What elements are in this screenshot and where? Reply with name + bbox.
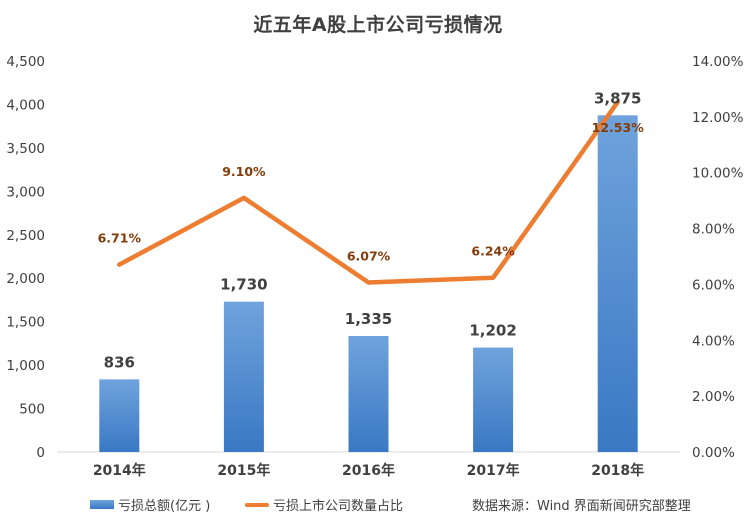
bar-value-label: 1,202	[469, 322, 516, 340]
bar-value-label: 1,730	[220, 276, 267, 294]
y-right-tick-label: 10.00%	[692, 166, 744, 182]
chart-title: 近五年A股上市公司亏损情况	[253, 14, 503, 36]
y-right-tick-label: 8.00%	[692, 222, 735, 238]
line-value-label: 6.07%	[347, 248, 391, 263]
x-tick-label: 2018年	[591, 462, 644, 479]
legend-label-loss-ratio: 亏损上市公司数量占比	[273, 499, 404, 514]
y-left-tick-label: 4,500	[6, 54, 45, 70]
legend-item-loss-ratio: 亏损上市公司数量占比	[245, 495, 403, 514]
x-tick-label: 2014年	[93, 462, 146, 479]
legend-line-swatch	[245, 502, 269, 507]
legend-item-loss-total: 亏损总额(亿元 )	[90, 495, 210, 514]
bar-value-label: 3,875	[594, 89, 641, 107]
y-left-tick-label: 2,000	[6, 271, 45, 287]
y-left-tick-label: 3,500	[6, 141, 45, 157]
bar-loss-total	[223, 301, 264, 452]
y-left-tick-label: 500	[19, 402, 45, 418]
x-tick-label: 2017年	[467, 462, 520, 479]
line-value-label: 9.10%	[222, 164, 266, 179]
line-value-label: 6.71%	[98, 231, 142, 246]
x-tick-label: 2016年	[342, 462, 395, 479]
bar-value-label: 1,335	[345, 310, 392, 328]
y-right-tick-label: 4.00%	[692, 333, 735, 349]
y-left-tick-label: 1,000	[6, 358, 45, 374]
legend: 亏损总额(亿元 ) 亏损上市公司数量占比 数据来源：Wind 界面新闻研究部整理	[90, 495, 750, 515]
y-right-tick-label: 0.00%	[692, 445, 735, 461]
bar-value-label: 836	[104, 353, 135, 371]
y-right-tick-label: 14.00%	[692, 54, 744, 70]
y-right-tick-label: 2.00%	[692, 389, 735, 405]
bar-loss-total	[99, 379, 140, 452]
ratio-series-line	[117, 99, 620, 285]
bar-loss-total	[597, 115, 638, 453]
y-right-tick-label: 6.00%	[692, 277, 735, 293]
legend-label-loss-total: 亏损总额(亿元 )	[118, 499, 211, 514]
y-left-tick-label: 1,500	[6, 315, 45, 331]
legend-bar-swatch	[90, 500, 114, 509]
line-value-label: 6.24%	[471, 244, 515, 259]
line-value-label: 12.53%	[592, 120, 645, 135]
y-left-tick-label: 2,500	[6, 228, 45, 244]
y-right-tick-label: 12.00%	[692, 110, 744, 126]
bar-loss-total	[473, 347, 514, 452]
bar-loss-total	[348, 336, 389, 452]
x-tick-label: 2015年	[217, 462, 270, 479]
y-left-tick-label: 4,000	[6, 97, 45, 113]
y-left-tick-label: 0	[36, 445, 45, 461]
source-note: 数据来源：Wind 界面新闻研究部整理	[472, 499, 691, 514]
y-left-tick-label: 3,000	[6, 184, 45, 200]
